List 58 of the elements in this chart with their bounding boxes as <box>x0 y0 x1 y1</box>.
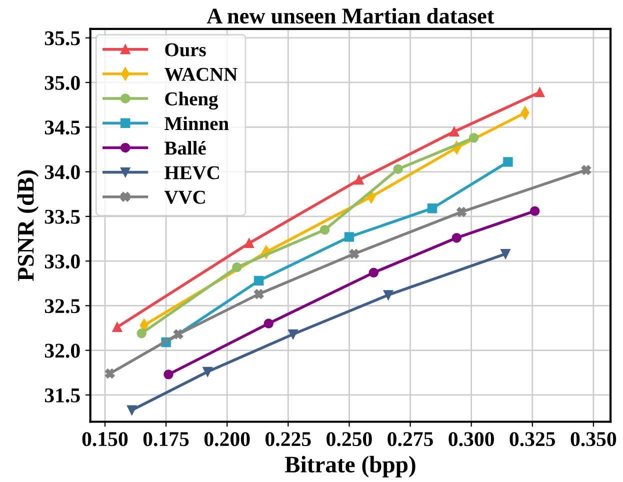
point <box>202 366 212 377</box>
point <box>254 276 264 286</box>
x-tick-label: 0.175 <box>143 432 189 446</box>
point <box>344 232 354 242</box>
y-tick-label: 32.5 <box>44 299 80 314</box>
point <box>456 207 466 217</box>
y-tick-label: 32.0 <box>44 344 80 358</box>
point <box>105 368 115 378</box>
point <box>264 318 274 328</box>
point <box>503 157 513 167</box>
x-tick-label: 0.275 <box>388 432 433 446</box>
point <box>468 132 479 143</box>
chart-title: A new unseen Martian dataset <box>206 8 494 24</box>
point <box>530 206 540 216</box>
x-axis-title: Bitrate (bpp) <box>284 456 416 478</box>
point <box>383 290 394 300</box>
x-tick-label: 0.300 <box>448 432 494 446</box>
legend-label: WACNN <box>164 68 238 81</box>
point <box>244 238 254 248</box>
point <box>354 174 364 185</box>
point <box>393 164 403 174</box>
x-tick-label: 0.225 <box>266 432 311 446</box>
y-axis-title: PSNR (dB) <box>17 170 39 282</box>
x-tick-label: 0.350 <box>570 432 616 446</box>
point <box>288 329 298 340</box>
point <box>368 268 378 278</box>
legend-label: HEVC <box>164 166 219 180</box>
point <box>112 322 122 332</box>
x-tick-label: 0.325 <box>510 432 556 446</box>
y-tick-label: 34.5 <box>44 120 80 135</box>
point <box>581 165 591 175</box>
point <box>254 289 264 299</box>
point <box>232 262 242 272</box>
y-tick-label: 33.5 <box>44 210 80 224</box>
legend-label: Ballé <box>164 141 206 155</box>
y-tick-label: 34.0 <box>44 165 80 180</box>
x-tick-label: 0.200 <box>204 432 250 446</box>
point <box>320 224 330 235</box>
point <box>349 249 359 259</box>
point <box>126 405 137 416</box>
legend-label: Ours <box>165 43 206 56</box>
y-tick-label: 35.0 <box>44 76 80 90</box>
point <box>136 328 146 338</box>
point <box>534 87 545 98</box>
point <box>164 370 174 380</box>
y-tick-label: 35.5 <box>44 31 80 46</box>
x-tick-label: 0.250 <box>326 432 372 446</box>
point <box>500 249 510 259</box>
legend-label: Minnen <box>164 116 229 130</box>
x-tick-label: 0.150 <box>82 432 128 446</box>
legend-label: VVC <box>164 190 205 204</box>
y-tick-label: 33.0 <box>44 254 80 269</box>
point <box>427 204 438 214</box>
point <box>173 329 184 340</box>
legend-label: Cheng <box>165 92 218 110</box>
point <box>452 232 462 243</box>
point <box>449 126 460 136</box>
y-tick-label: 31.5 <box>44 388 80 402</box>
